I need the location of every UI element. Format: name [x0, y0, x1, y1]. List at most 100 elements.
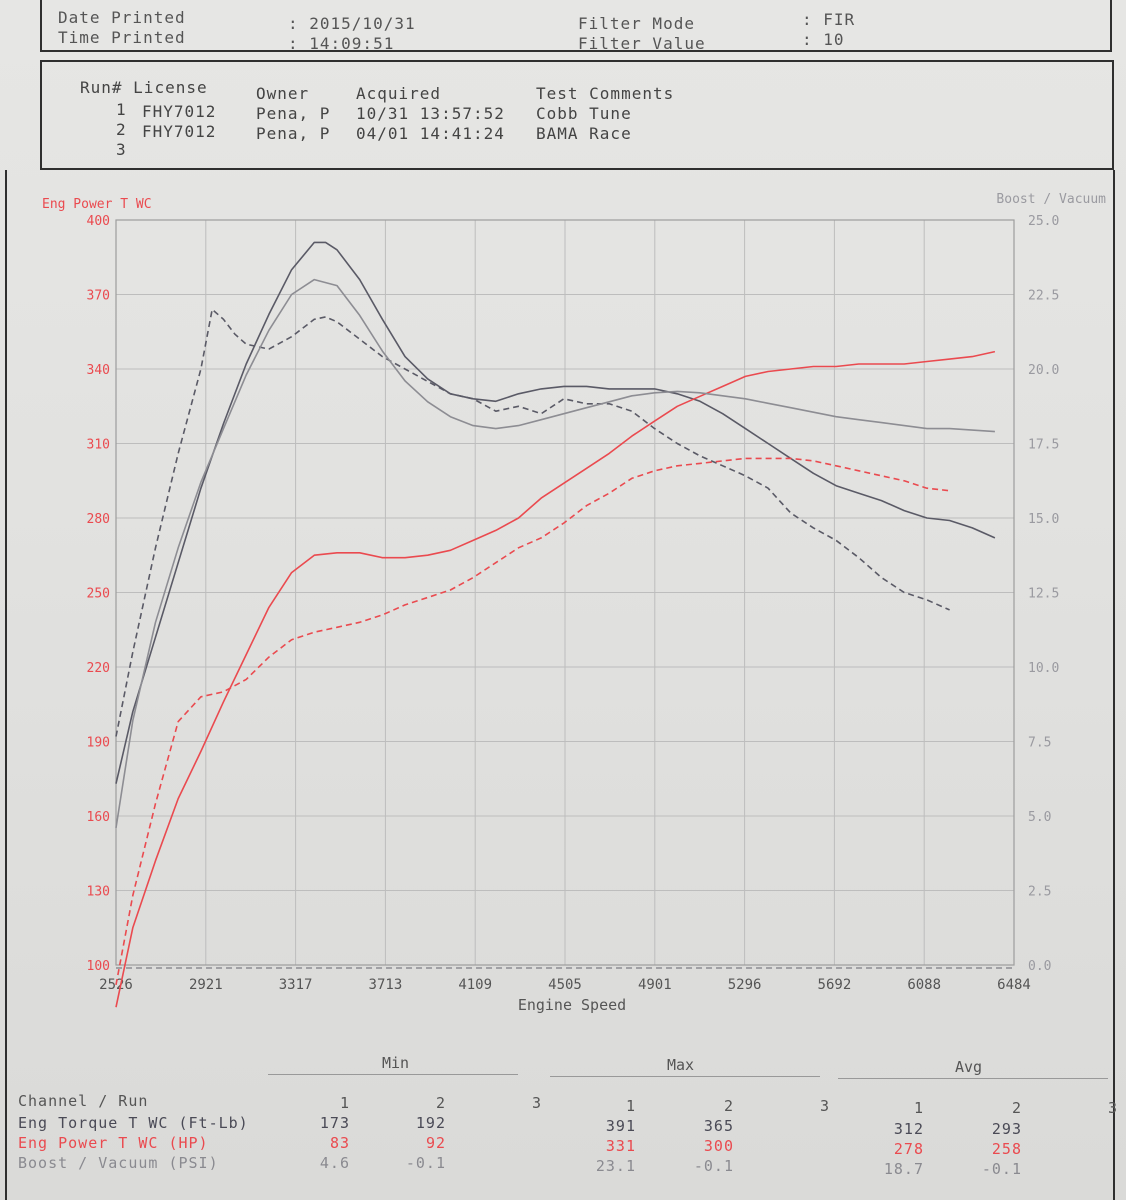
- stats-value-max: 331: [605, 1137, 636, 1155]
- y-tick-label: 220: [87, 661, 110, 676]
- col-run: Run#: [80, 78, 123, 97]
- stats-max-header: Max: [667, 1056, 695, 1074]
- col-test-comments: Test Comments: [536, 84, 675, 103]
- col-acquired: Acquired: [356, 84, 442, 103]
- y2-tick-label: 2.5: [1028, 885, 1051, 900]
- stats-value-min: 173: [319, 1114, 350, 1132]
- y2-tick-label: 12.5: [1028, 587, 1059, 602]
- y-tick-label: 280: [87, 512, 110, 527]
- y-tick-label: 130: [87, 885, 110, 900]
- stats-run-header: 2: [1011, 1099, 1022, 1117]
- y-tick-label: 190: [87, 736, 110, 751]
- x-tick-label: 3317: [279, 977, 313, 993]
- col-license: License: [133, 78, 208, 97]
- series-lines: [115, 241, 1014, 1008]
- run-3-number: 3: [116, 140, 127, 159]
- stats-min-rule: [268, 1074, 518, 1075]
- stats-avg-rule: [838, 1078, 1108, 1079]
- x-tick-label: 2526: [99, 977, 133, 993]
- x-tick-label: 6088: [907, 977, 941, 993]
- x-axis-title: Engine Speed: [518, 996, 626, 1014]
- stats-run-header: 1: [913, 1099, 924, 1117]
- x-tick-label: 5692: [818, 977, 852, 993]
- stats-value-max: -0.1: [693, 1157, 734, 1175]
- stats-value-avg: 293: [991, 1120, 1022, 1138]
- y2-tick-label: 5.0: [1028, 810, 1051, 825]
- y-tick-label: 400: [87, 214, 110, 229]
- stats-channel-label: Eng Torque T WC (Ft-Lb): [18, 1114, 249, 1132]
- run-1-number: 1: [116, 100, 127, 119]
- stats-channel-label: Boost / Vacuum (PSI): [18, 1154, 219, 1172]
- boost-run-1-line: [115, 278, 995, 829]
- power-run-2-line: [115, 457, 950, 986]
- power-run-1-line: [115, 350, 996, 1008]
- stats-value-min: 92: [425, 1134, 446, 1152]
- date-printed-label: Date Printed: [58, 8, 186, 27]
- run-2-number: 2: [116, 120, 127, 139]
- y-tick-label: 370: [87, 289, 110, 304]
- run-2-license: FHY7012: [142, 122, 217, 141]
- x-tick-label: 2921: [189, 977, 223, 993]
- torque-run-1-line: [115, 241, 996, 784]
- stats-avg-header: Avg: [955, 1058, 983, 1076]
- y2-tick-label: 0.0: [1028, 959, 1051, 974]
- y2-tick-label: 22.5: [1028, 289, 1059, 304]
- stats-channel-header: Channel / Run: [18, 1092, 149, 1110]
- y-axis-title: Eng Power T WC: [42, 197, 152, 212]
- y2-tick-label: 7.5: [1028, 736, 1051, 751]
- x-tick-label: 4901: [638, 977, 672, 993]
- stats-run-header: 2: [435, 1094, 446, 1112]
- torque-run-2-line: [115, 308, 950, 737]
- x-tick-label: 4505: [548, 977, 582, 993]
- stats-value-avg: 18.7: [883, 1160, 924, 1178]
- time-printed-label: Time Printed: [58, 28, 186, 47]
- stats-value-max: 391: [605, 1117, 636, 1135]
- y2-tick-label: 15.0: [1028, 512, 1059, 527]
- run-1-owner: Pena, P: [256, 104, 331, 123]
- run-2-comment: BAMA Race: [536, 124, 632, 143]
- stats-value-min: 192: [415, 1114, 446, 1132]
- dyno-chart: Eng Power T WC Boost / Vacuum Engine Spe…: [5, 170, 1115, 1200]
- stats-value-avg: -0.1: [981, 1160, 1022, 1178]
- y2-tick-label: 10.0: [1028, 661, 1059, 676]
- stats-value-min: -0.1: [405, 1154, 446, 1172]
- grid: [115, 219, 1015, 966]
- stats-run-header: 1: [339, 1094, 350, 1112]
- print-info-box: Date Printed Time Printed : 2015/10/31 :…: [40, 0, 1112, 53]
- x-tick-label: 3713: [369, 977, 403, 993]
- filter-mode-value: : FIR: [802, 10, 856, 29]
- stats-value-max: 23.1: [595, 1157, 636, 1175]
- stats-min-header: Min: [382, 1054, 410, 1072]
- filter-value-label: Filter Value: [578, 34, 706, 53]
- run-1-comment: Cobb Tune: [536, 104, 632, 123]
- y-tick-label: 250: [87, 587, 110, 602]
- run-2-owner: Pena, P: [256, 124, 331, 143]
- time-printed-value: : 14:09:51: [288, 34, 395, 53]
- col-owner: Owner: [256, 84, 310, 103]
- x-tick-label: 6484: [997, 977, 1031, 993]
- tick-labels: 2526 2921 3317 3713 4109 4505 4901 5296 5692 6088…: [87, 214, 1060, 993]
- stats-value-avg: 278: [893, 1140, 924, 1158]
- run-2-acquired: 04/01 14:41:24: [356, 124, 505, 143]
- stats-run-header: 2: [723, 1097, 734, 1115]
- stats-run-header: 3: [1107, 1099, 1118, 1117]
- stats-run-header: 3: [819, 1097, 830, 1115]
- y-tick-label: 310: [87, 438, 110, 453]
- y-tick-label: 340: [87, 363, 110, 378]
- stats-run-header: 1: [625, 1097, 636, 1115]
- stats-value-max: 365: [703, 1117, 734, 1135]
- y2-tick-label: 17.5: [1028, 438, 1059, 453]
- y2-tick-label: 20.0: [1028, 363, 1059, 378]
- stats-value-max: 300: [703, 1137, 734, 1155]
- y-tick-label: 100: [87, 959, 110, 974]
- stats-channel-label: Eng Power T WC (HP): [18, 1134, 209, 1152]
- run-1-license: FHY7012: [142, 102, 217, 121]
- stats-value-min: 4.6: [319, 1154, 350, 1172]
- y-tick-label: 160: [87, 810, 110, 825]
- y2-tick-label: 25.0: [1028, 214, 1059, 229]
- stats-max-rule: [550, 1076, 820, 1077]
- filter-mode-label: Filter Mode: [578, 14, 695, 33]
- stats-value-avg: 312: [893, 1120, 924, 1138]
- runs-header-row: Run# License: [80, 78, 208, 97]
